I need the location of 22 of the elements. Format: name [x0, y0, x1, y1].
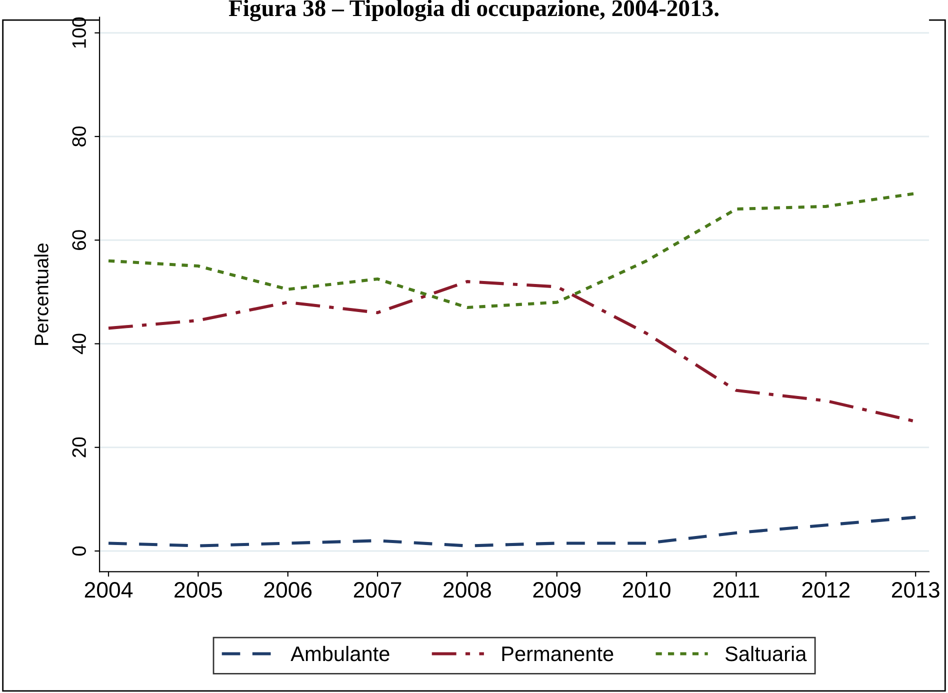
y-tick-label: 80: [72, 126, 86, 146]
y-tick-label: 60: [72, 230, 86, 250]
x-tick-label: 2006: [264, 582, 312, 598]
x-tick-label: 2005: [174, 582, 222, 598]
x-tick-label: 2012: [802, 582, 850, 598]
y-axis-title: Percentuale: [34, 244, 48, 345]
x-tick-label: 2013: [892, 582, 940, 598]
legend-label: Ambulante: [290, 646, 390, 662]
y-tick-label: 20: [72, 437, 86, 458]
x-tick-label: 2009: [533, 582, 581, 598]
x-tick-label: 2004: [84, 582, 133, 598]
legend-label: Saltuaria: [725, 646, 807, 662]
y-tick-label: 0: [72, 546, 86, 556]
y-tick-label: 40: [72, 334, 86, 354]
chart-title: Figura 38 – Tipologia di occupazione, 2004-2013.: [228, 0, 719, 22]
legend-label: Permanente: [502, 646, 614, 662]
line-series: [106, 516, 918, 548]
x-tick-label: 2011: [713, 582, 760, 598]
y-tick-label: 100: [72, 17, 86, 48]
x-tick-label: 2010: [622, 582, 670, 598]
x-tick-label: 2008: [444, 582, 491, 598]
x-tick-label: 2007: [354, 582, 402, 598]
